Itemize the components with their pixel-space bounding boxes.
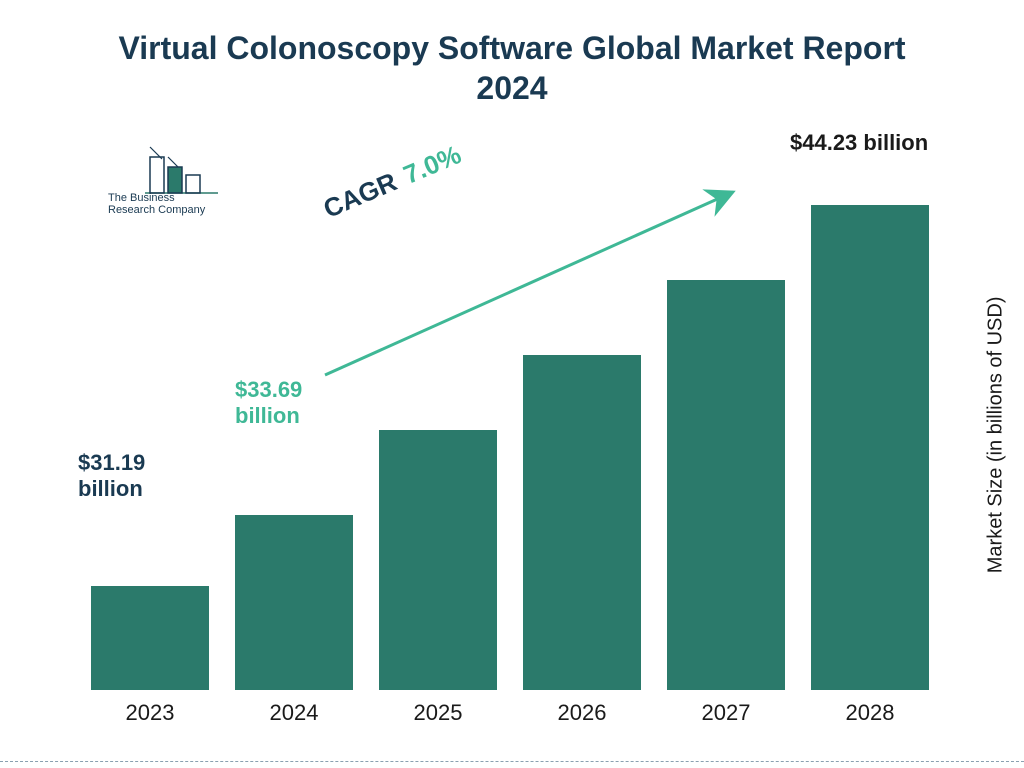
cagr-arrow <box>315 180 755 390</box>
y-axis-label: Market Size (in billions of USD) <box>985 297 1008 574</box>
value-label-2028: $44.23 billion <box>790 130 928 156</box>
bar <box>91 586 209 690</box>
bar-2026: 2026 <box>522 355 642 690</box>
bar-2025: 2025 <box>378 430 498 690</box>
x-label: 2028 <box>846 700 895 726</box>
value-label-2024: $33.69 billion <box>235 377 302 430</box>
chart-title: Virtual Colonoscopy Software Global Mark… <box>87 0 937 108</box>
bar <box>379 430 497 690</box>
bar-2024: 2024 <box>234 515 354 690</box>
x-label: 2026 <box>558 700 607 726</box>
x-label: 2023 <box>126 700 175 726</box>
bar <box>235 515 353 690</box>
x-label: 2024 <box>270 700 319 726</box>
value-label-2023: $31.19 billion <box>78 450 145 503</box>
bottom-divider <box>0 761 1024 762</box>
bar-2023: 2023 <box>90 586 210 690</box>
bar <box>523 355 641 690</box>
bar-2028: 2028 <box>810 205 930 690</box>
x-label: 2025 <box>414 700 463 726</box>
bar <box>811 205 929 690</box>
x-label: 2027 <box>702 700 751 726</box>
